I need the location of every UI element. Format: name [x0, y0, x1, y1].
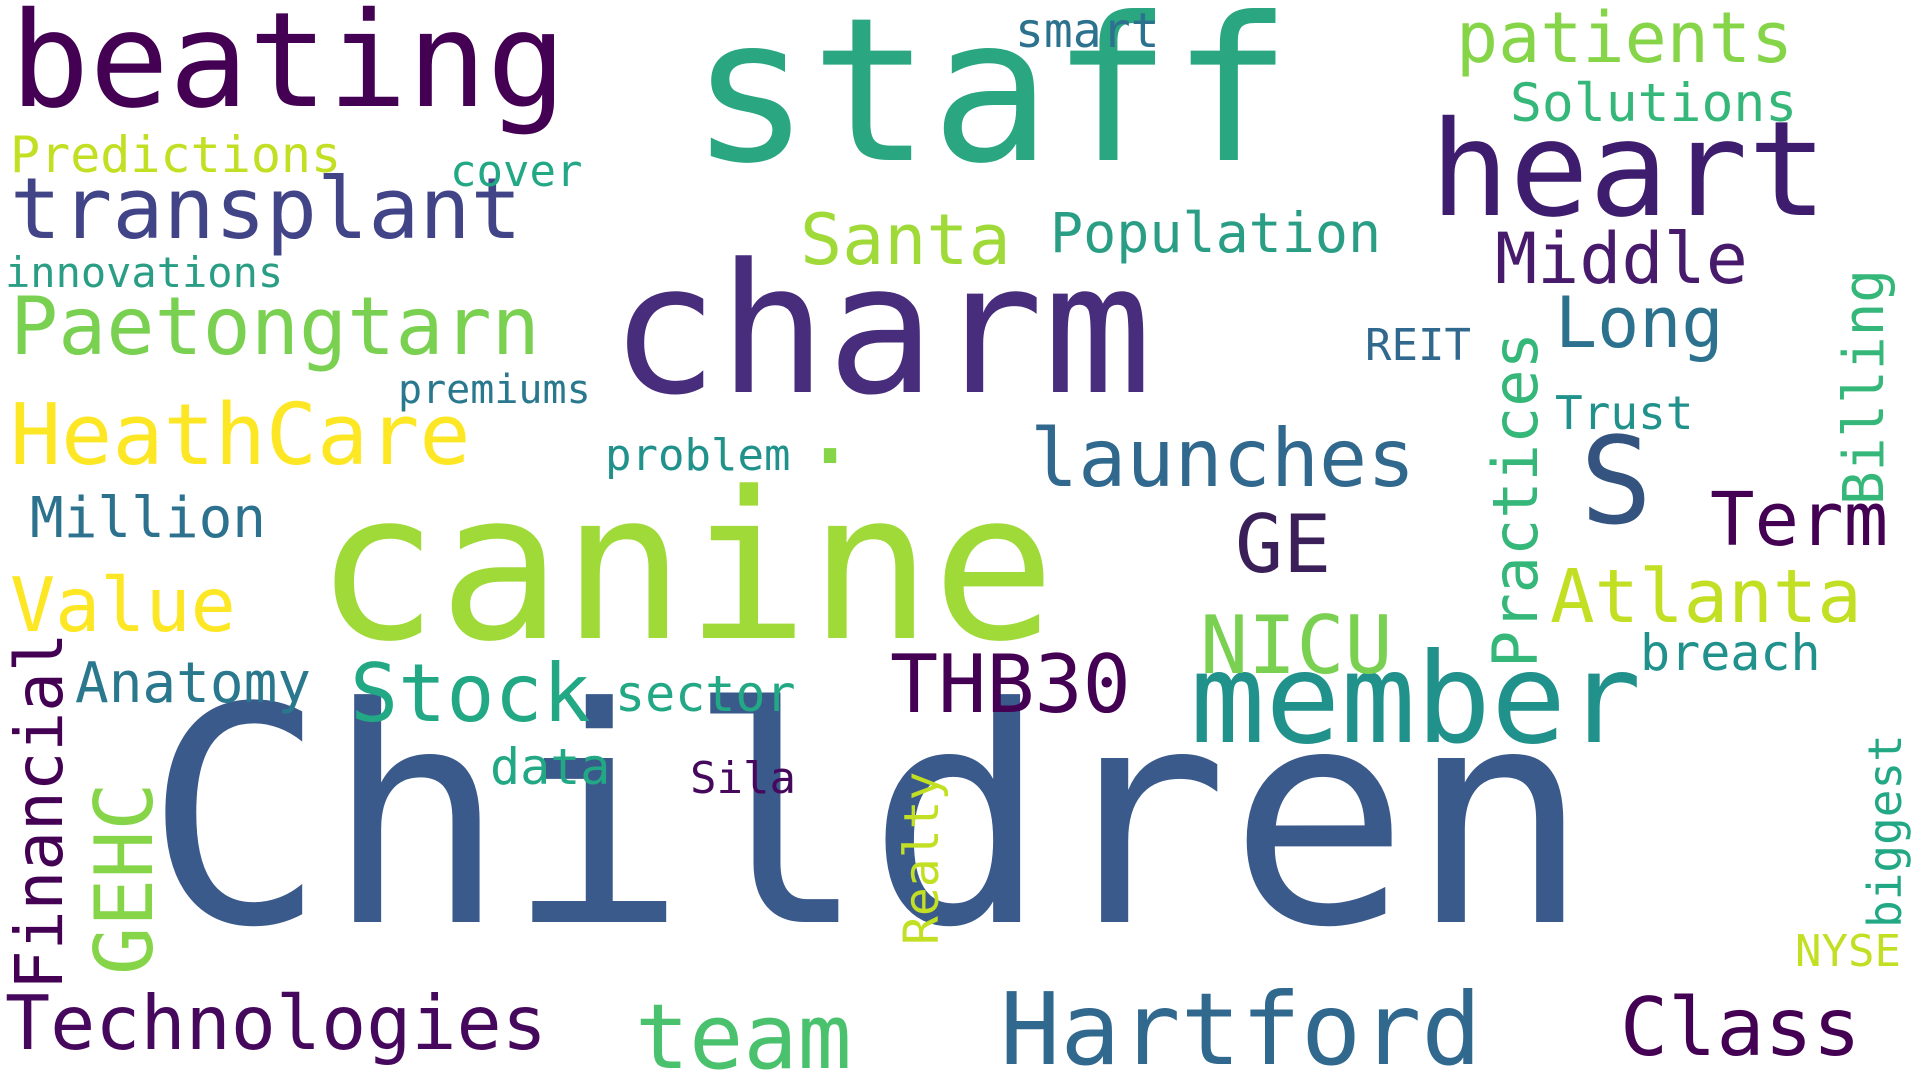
- word-value: Value: [10, 561, 236, 649]
- word-population: Population: [1050, 201, 1382, 265]
- word-patients: patients: [1456, 0, 1794, 79]
- word-heathcare: HeathCare: [10, 386, 471, 485]
- word-dot: .: [800, 370, 861, 487]
- word-atlanta: Atlanta: [1550, 554, 1862, 640]
- word-practices: Practices: [1479, 332, 1552, 668]
- word-predictions: Predictions: [10, 126, 342, 184]
- word-beating: beating: [10, 0, 567, 138]
- word-data: data: [490, 738, 611, 796]
- word-launches: launches: [1030, 412, 1416, 505]
- word-reit: REIT: [1365, 320, 1471, 371]
- word-middle: Middle: [1495, 218, 1748, 300]
- word-financial: Financial: [1, 632, 78, 990]
- word-technologies: Technologies: [5, 979, 547, 1067]
- word-biggest: biggest: [1858, 734, 1912, 928]
- word-realty: Realty: [894, 771, 950, 945]
- word-billing: Billing: [1832, 268, 1897, 505]
- word-problem: problem: [605, 430, 791, 481]
- word-million: Million: [30, 486, 267, 551]
- word-gehc: GEHC: [78, 782, 171, 975]
- word-team: team: [635, 985, 852, 1080]
- word-long: Long: [1555, 282, 1724, 364]
- word-premiums: premiums: [398, 367, 591, 413]
- word-paetongtarn: Paetongtarn: [10, 280, 540, 373]
- word-ge: GE: [1235, 498, 1332, 591]
- word-s: S: [1580, 413, 1653, 552]
- word-stock: Stock: [350, 647, 591, 740]
- word-solutions: Solutions: [1510, 73, 1798, 134]
- word-breach: breach: [1640, 624, 1821, 682]
- word-nicu: NICU: [1200, 599, 1393, 692]
- word-sila: Sila: [690, 753, 796, 804]
- word-santa: Santa: [800, 199, 1011, 281]
- word-nyse: NYSE: [1795, 926, 1901, 977]
- word-children: Children: [145, 644, 1590, 993]
- word-thb30: THB30: [890, 638, 1131, 731]
- word-sector: sector: [615, 665, 796, 723]
- word-hartford: Hartford: [1000, 971, 1482, 1080]
- word-class: Class: [1620, 981, 1861, 1074]
- word-staff: staff: [690, 0, 1293, 208]
- word-innovations: innovations: [5, 248, 284, 297]
- word-member: member: [1190, 627, 1642, 772]
- word-smart: smart: [1015, 3, 1160, 59]
- word-cover: cover: [450, 146, 583, 197]
- word-trust: Trust: [1555, 386, 1694, 440]
- word-canine: canine: [315, 449, 1056, 687]
- word-anatomy: Anatomy: [75, 651, 312, 716]
- word-heart: heart: [1430, 93, 1828, 247]
- word-charm: charm: [610, 226, 1152, 435]
- word-term: Term: [1710, 477, 1889, 563]
- word-transplant: transplant: [10, 160, 522, 259]
